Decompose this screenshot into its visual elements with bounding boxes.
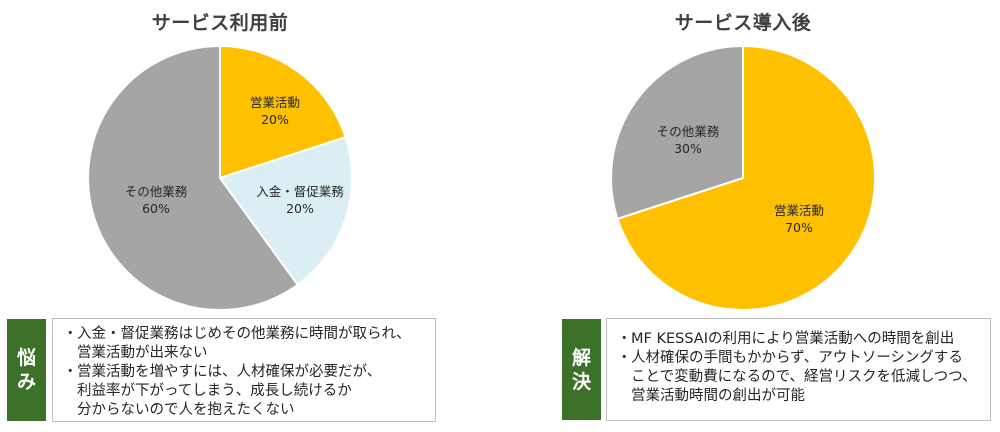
solution-item: ・ 人材確保の手間もかからず、アウトソーシングする ことで変動費になるので、経営… bbox=[617, 349, 982, 406]
solution-item-line: 人材確保の手間もかからず、アウトソーシングする bbox=[631, 350, 963, 366]
problem-item-line: 利益率が下がってしまう、成長し続けるか bbox=[77, 383, 352, 399]
label-after-sales-pct: 70% bbox=[785, 220, 813, 235]
solution-tag-char-2: 決 bbox=[571, 370, 591, 393]
label-before-other-pct: 60% bbox=[142, 201, 170, 216]
pie-before: 営業活動 20% 入金・督促業務 20% その他業務 60% bbox=[87, 45, 353, 311]
problem-item-line: 入金・督促業務はじめその他業務に時間が取られ、 bbox=[77, 326, 411, 342]
problem-item: ・ 営業活動を増やすには、人材確保が必要だが、 利益率が下がってしまう、成長し続… bbox=[63, 363, 427, 420]
problem-item-line: 営業活動が出来ない bbox=[77, 345, 208, 361]
slice-before-collection bbox=[219, 136, 353, 286]
slice-before-other bbox=[87, 45, 299, 311]
label-after-sales-name: 営業活動 bbox=[774, 203, 824, 218]
problem-item: ・ 入金・督促業務はじめその他業務に時間が取られ、 営業活動が出来ない bbox=[63, 325, 427, 363]
problem-description-box: ・ 入金・督促業務はじめその他業務に時間が取られ、 営業活動が出来ない ・ 営業… bbox=[52, 318, 436, 422]
label-after-other-pct: 30% bbox=[674, 141, 702, 156]
slice-after-sales bbox=[616, 45, 877, 311]
solution-item-line: MF KESSAIの利用により営業活動への時間を創出 bbox=[631, 331, 955, 347]
solution-item-line: ことで変動費になるので、経営リスクを低減しつつ、 bbox=[631, 369, 977, 385]
solution-tag: 解 決 bbox=[562, 319, 601, 420]
label-before-sales-pct: 20% bbox=[261, 112, 289, 127]
solution-item-line: 営業活動時間の創出が可能 bbox=[631, 388, 805, 404]
bullet: ・ bbox=[63, 326, 78, 342]
slice-after-other bbox=[610, 45, 744, 220]
problem-item-line: 分からないので人を抱えたくない bbox=[77, 402, 295, 418]
chart-title-after: サービス導入後 bbox=[674, 12, 812, 34]
solution-description-box: ・ MF KESSAIの利用により営業活動への時間を創出 ・ 人材確保の手間もか… bbox=[606, 318, 991, 421]
problem-tag-char-1: 悩 bbox=[16, 347, 36, 369]
label-before-sales-name: 営業活動 bbox=[250, 95, 300, 110]
chart-title-before: サービス利用前 bbox=[151, 12, 289, 34]
label-after-other-name: その他業務 bbox=[657, 124, 720, 139]
label-before-collection-pct: 20% bbox=[286, 201, 314, 216]
bullet: ・ bbox=[63, 364, 78, 380]
problem-tag: 悩 み bbox=[7, 319, 46, 421]
problem-tag-char-2: み bbox=[16, 371, 36, 393]
label-before-collection-name: 入金・督促業務 bbox=[256, 184, 344, 199]
bullet: ・ bbox=[617, 350, 632, 366]
solution-tag-char-1: 解 bbox=[571, 346, 591, 369]
solution-item: ・ MF KESSAIの利用により営業活動への時間を創出 bbox=[617, 330, 982, 349]
pie-after: 営業活動 70% その他業務 30% bbox=[610, 45, 877, 311]
bullet: ・ bbox=[617, 331, 632, 347]
label-before-other-name: その他業務 bbox=[125, 184, 188, 199]
problem-item-line: 営業活動を増やすには、人材確保が必要だが、 bbox=[77, 364, 382, 380]
slice-before-sales bbox=[219, 45, 347, 179]
